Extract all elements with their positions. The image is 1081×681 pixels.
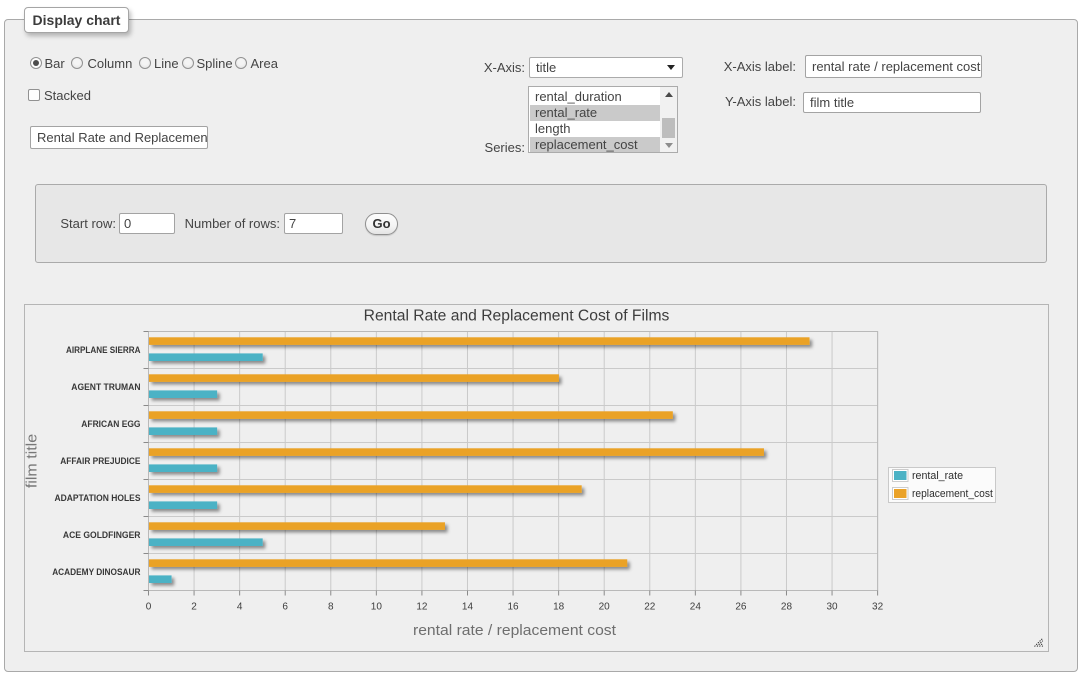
svg-text:8: 8 <box>328 602 334 613</box>
svg-text:6: 6 <box>282 602 288 613</box>
svg-text:2: 2 <box>191 602 197 613</box>
svg-text:10: 10 <box>371 602 383 613</box>
svg-text:32: 32 <box>872 602 884 613</box>
svg-text:14: 14 <box>462 602 474 613</box>
svg-text:22: 22 <box>644 602 656 613</box>
svg-text:ACADEMY DINOSAUR: ACADEMY DINOSAUR <box>52 567 141 577</box>
svg-text:replacement_cost: replacement_cost <box>912 488 993 500</box>
svg-text:rental_rate: rental_rate <box>912 470 963 482</box>
svg-text:0: 0 <box>146 602 152 613</box>
svg-text:AFFAIR PREJUDICE: AFFAIR PREJUDICE <box>60 456 140 466</box>
svg-text:AIRPLANE SIERRA: AIRPLANE SIERRA <box>66 345 141 355</box>
svg-text:18: 18 <box>553 602 565 613</box>
svg-text:rental rate / replacement cost: rental rate / replacement cost <box>413 622 617 639</box>
svg-text:24: 24 <box>690 602 702 613</box>
svg-text:ADAPTATION HOLES: ADAPTATION HOLES <box>55 493 141 503</box>
svg-text:film title: film title <box>25 434 41 488</box>
svg-text:30: 30 <box>826 602 838 613</box>
svg-text:20: 20 <box>599 602 611 613</box>
svg-text:16: 16 <box>507 602 519 613</box>
svg-text:ACE GOLDFINGER: ACE GOLDFINGER <box>63 530 141 540</box>
svg-text:AGENT TRUMAN: AGENT TRUMAN <box>71 382 140 392</box>
svg-text:26: 26 <box>735 602 747 613</box>
svg-text:Rental Rate and Replacement Co: Rental Rate and Replacement Cost of Film… <box>364 308 670 325</box>
svg-text:4: 4 <box>237 602 243 613</box>
svg-text:12: 12 <box>416 602 428 613</box>
svg-text:AFRICAN EGG: AFRICAN EGG <box>81 419 140 429</box>
svg-text:28: 28 <box>781 602 793 613</box>
